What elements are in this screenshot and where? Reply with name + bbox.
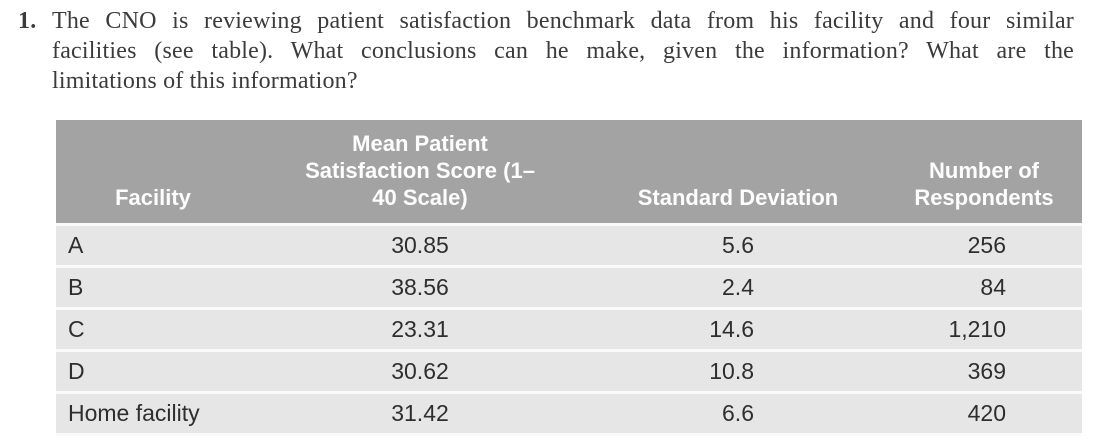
column-header-label: Facility (115, 185, 191, 210)
cell-respondents: 420 (886, 394, 1082, 436)
question-line: limitations of this information? (52, 68, 358, 94)
table-row-home-facility: Home facility 31.42 6.6 420 (56, 394, 1082, 436)
question-text: The CNO is reviewing patient satisfactio… (52, 6, 1074, 96)
column-header-mean-score: Mean Patient Satisfaction Score (1–40 Sc… (250, 120, 590, 226)
benchmark-table: Facility Mean Patient Satisfaction Score… (56, 120, 1082, 436)
cell-facility: Home facility (56, 394, 250, 436)
cell-mean-score: 31.42 (250, 394, 590, 436)
cell-mean-score: 30.85 (250, 226, 590, 268)
table-header-row: Facility Mean Patient Satisfaction Score… (56, 120, 1082, 226)
cell-respondents: 256 (886, 226, 1082, 268)
cell-standard-deviation: 6.6 (590, 394, 886, 436)
column-header-label: Standard Deviation (637, 185, 839, 210)
cell-facility: D (56, 352, 250, 394)
cell-standard-deviation: 14.6 (590, 310, 886, 352)
table-row-facility-c: C 23.31 14.6 1,210 (56, 310, 1082, 352)
cell-mean-score: 23.31 (250, 310, 590, 352)
question-line: facilities (see table). What conclusions… (52, 38, 1074, 64)
cell-mean-score: 30.62 (250, 352, 590, 394)
cell-respondents: 84 (886, 268, 1082, 310)
table-row-facility-a: A 30.85 5.6 256 (56, 226, 1082, 268)
column-header-standard-deviation: Standard Deviation (590, 120, 886, 226)
table-row-facility-d: D 30.62 10.8 369 (56, 352, 1082, 394)
column-header-label: Mean Patient Satisfaction Score (1–40 Sc… (305, 131, 535, 210)
column-header-respondents: Number of Respondents (886, 120, 1082, 226)
question-line: The CNO is reviewing patient satisfactio… (52, 8, 1074, 34)
cell-standard-deviation: 2.4 (590, 268, 886, 310)
cell-facility: A (56, 226, 250, 268)
cell-facility: C (56, 310, 250, 352)
cell-mean-score: 38.56 (250, 268, 590, 310)
question-number: 1. (18, 8, 37, 34)
cell-standard-deviation: 5.6 (590, 226, 886, 268)
cell-respondents: 1,210 (886, 310, 1082, 352)
table-row-facility-b: B 38.56 2.4 84 (56, 268, 1082, 310)
column-header-facility: Facility (56, 120, 250, 226)
cell-standard-deviation: 10.8 (590, 352, 886, 394)
cell-facility: B (56, 268, 250, 310)
column-header-label: Number of Respondents (914, 158, 1054, 210)
cell-respondents: 369 (886, 352, 1082, 394)
question-block: 1. The CNO is reviewing patient satisfac… (0, 0, 1098, 96)
